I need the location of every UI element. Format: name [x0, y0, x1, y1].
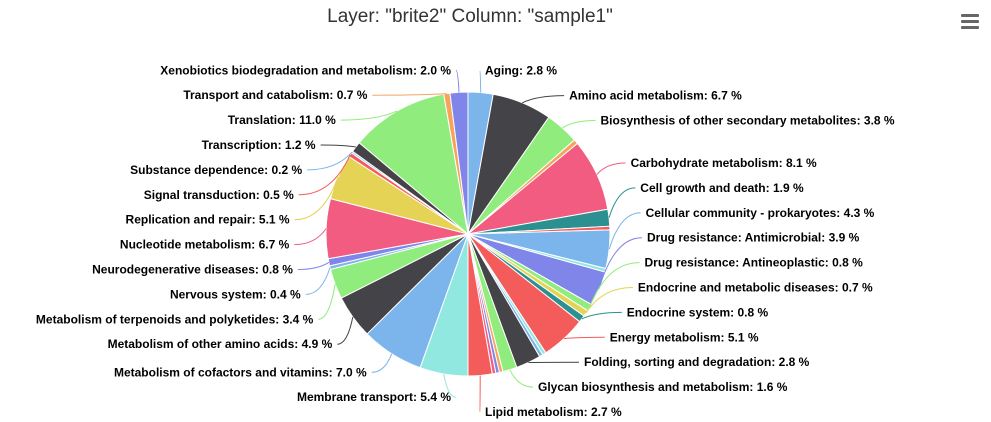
connector-carbohydrate-metabolism: [596, 162, 626, 175]
data-label-nucleotide-metabolism: Nucleotide metabolism: 6.7 %: [120, 238, 290, 252]
chart-title: Layer: "brite2" Column: "sample1": [327, 6, 613, 27]
data-label-cell-growth-and-death: Cell growth and death: 1.9 %: [640, 181, 804, 195]
connector-biosynthesis-of-other-secondary-metabolites: [562, 120, 596, 129]
data-label-endocrine-system: Endocrine system: 0.8 %: [627, 305, 769, 319]
data-label-replication-and-repair: Replication and repair: 5.1 %: [126, 213, 290, 227]
data-label-drug-resistance-antimicrobial: Drug resistance: Antimicrobial: 3.9 %: [647, 231, 860, 245]
data-label-cellular-community-prokaryotes: Cellular community - prokaryotes: 4.3 %: [646, 206, 875, 220]
connector-transcription: [320, 144, 356, 148]
connector-nucleotide-metabolism: [294, 228, 327, 246]
connector-metabolism-of-terpenoids-and-polyketides: [318, 283, 336, 320]
data-label-carbohydrate-metabolism: Carbohydrate metabolism: 8.1 %: [631, 156, 817, 170]
hamburger-menu-icon-bar: [961, 20, 979, 23]
connector-amino-acid-metabolism: [521, 95, 565, 104]
connector-transport-and-catabolism: [372, 93, 447, 96]
data-label-substance-dependence: Substance dependence: 0.2 %: [130, 163, 302, 177]
data-label-metabolism-of-other-amino-acids: Metabolism of other amino acids: 4.9 %: [108, 337, 333, 351]
connector-aging: [479, 70, 482, 93]
data-label-xenobiotics-biodegradation-and-metabolism: Xenobiotics biodegradation and metabolis…: [160, 63, 451, 77]
context-menu-button[interactable]: [959, 12, 981, 32]
data-label-translation: Translation: 11.0 %: [228, 113, 336, 127]
data-label-metabolism-of-terpenoids-and-polyketides: Metabolism of terpenoids and polyketides…: [36, 312, 314, 326]
connector-nervous-system: [305, 267, 331, 295]
connector-translation: [340, 110, 398, 121]
data-label-glycan-biosynthesis-and-metabolism: Glycan biosynthesis and metabolism: 1.6 …: [538, 380, 788, 394]
data-label-membrane-transport: Membrane transport: 5.4 %: [297, 390, 451, 404]
connector-metabolism-of-cofactors-and-vitamins: [371, 353, 393, 373]
connector-energy-metabolism: [563, 336, 605, 340]
connector-drug-resistance-antimicrobial: [598, 237, 643, 289]
connector-neurodegenerative-diseases: [297, 261, 330, 270]
data-label-folding-sorting-and-degradation: Folding, sorting and degradation: 2.8 %: [584, 355, 810, 369]
pie-slice-translation[interactable]: [358, 93, 469, 236]
data-label-endocrine-and-metabolic-diseases: Endocrine and metabolic diseases: 0.7 %: [638, 281, 873, 295]
data-label-drug-resistance-antineoplastic: Drug resistance: Antineoplastic: 0.8 %: [645, 256, 864, 270]
connector-endocrine-system: [581, 311, 622, 320]
data-label-amino-acid-metabolism: Amino acid metabolism: 6.7 %: [569, 89, 742, 103]
data-label-transport-and-catabolism: Transport and catabolism: 0.7 %: [183, 88, 367, 102]
hamburger-menu-icon: [961, 14, 979, 17]
data-label-transcription: Transcription: 1.2 %: [202, 138, 316, 152]
data-label-aging: Aging: 2.8 %: [485, 64, 557, 78]
data-label-neurodegenerative-diseases: Neurodegenerative diseases: 0.8 %: [92, 263, 293, 277]
connector-glycan-biosynthesis-and-metabolism: [509, 369, 534, 388]
connector-metabolism-of-other-amino-acids: [337, 316, 354, 345]
hamburger-menu-icon-bar: [961, 26, 979, 29]
connector-endocrine-and-metabolic-diseases: [585, 287, 633, 314]
connector-cellular-community-prokaryotes: [608, 212, 641, 250]
connector-signal-transduction: [298, 154, 351, 196]
data-label-biosynthesis-of-other-secondary-metabolites: Biosynthesis of other secondary metaboli…: [601, 114, 895, 128]
data-label-energy-metabolism: Energy metabolism: 5.1 %: [610, 330, 759, 344]
connector-cell-growth-and-death: [608, 187, 636, 218]
data-label-lipid-metabolism: Lipid metabolism: 2.7 %: [485, 405, 622, 419]
connector-drug-resistance-antineoplastic: [588, 262, 640, 308]
connector-substance-dependence: [307, 151, 353, 171]
data-label-metabolism-of-cofactors-and-vitamins: Metabolism of cofactors and vitamins: 7.…: [114, 365, 367, 379]
data-label-signal-transduction: Signal transduction: 0.5 %: [144, 188, 294, 202]
connector-xenobiotics-biodegradation-and-metabolism: [455, 69, 460, 93]
connector-replication-and-repair: [294, 176, 339, 221]
connector-membrane-transport: [443, 373, 457, 398]
data-label-nervous-system: Nervous system: 0.4 %: [170, 287, 301, 301]
